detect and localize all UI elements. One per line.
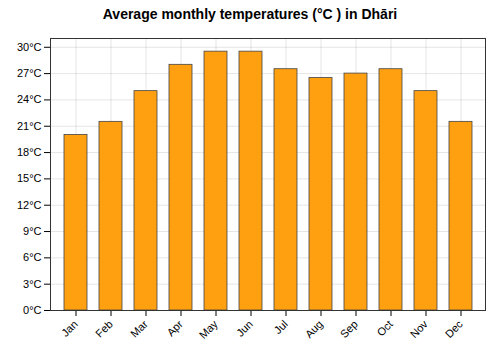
html-text:Average monthly temperatures (: Average monthly temperatures (°C ) in Dh… bbox=[102, 6, 398, 22]
svg-text:Nov: Nov bbox=[408, 317, 431, 340]
svg-text:12°C: 12°C bbox=[17, 199, 42, 211]
svg-text:Jun: Jun bbox=[234, 318, 255, 339]
svg-text:Jan: Jan bbox=[59, 318, 80, 339]
svg-text:9°C: 9°C bbox=[23, 225, 42, 237]
svg-text:0°C: 0°C bbox=[23, 304, 42, 316]
svg-text:24°C: 24°C bbox=[17, 93, 42, 105]
svg-text:Sep: Sep bbox=[338, 318, 360, 340]
svg-text:15°C: 15°C bbox=[17, 172, 42, 184]
svg-text:6°C: 6°C bbox=[23, 251, 42, 263]
svg-text:Apr: Apr bbox=[164, 318, 185, 339]
svg-text:3°C: 3°C bbox=[23, 278, 42, 290]
svg-text:18°C: 18°C bbox=[17, 146, 42, 158]
svg-text:21°C: 21°C bbox=[17, 120, 42, 132]
svg-text:Oct: Oct bbox=[374, 318, 395, 339]
svg-text:Dec: Dec bbox=[443, 317, 466, 340]
svg-text:30°C: 30°C bbox=[17, 41, 42, 53]
svg-text:Feb: Feb bbox=[93, 318, 115, 340]
svg-text:Mar: Mar bbox=[128, 318, 150, 340]
svg-text:Aug: Aug bbox=[303, 318, 325, 340]
svg-text:Jul: Jul bbox=[271, 318, 289, 336]
svg-text:27°C: 27°C bbox=[17, 67, 42, 79]
svg-text:May: May bbox=[197, 317, 221, 341]
